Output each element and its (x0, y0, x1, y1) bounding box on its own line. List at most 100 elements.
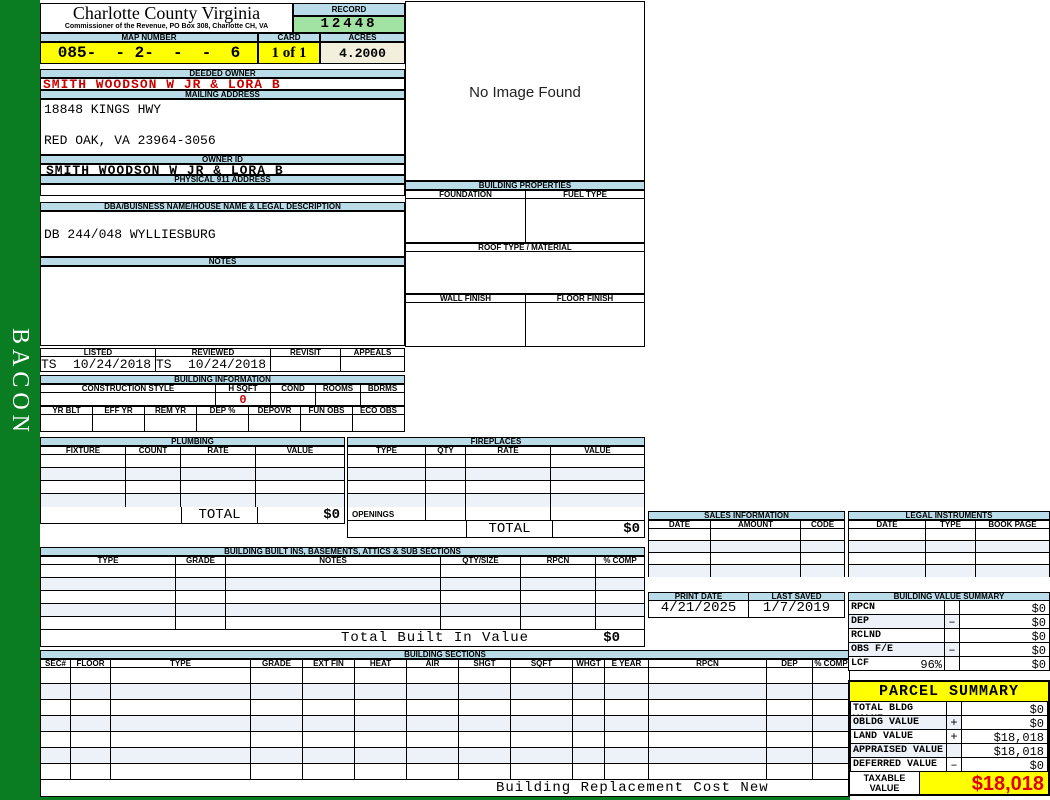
type-label: TYPE (348, 447, 426, 454)
remyr-label: REM YR (145, 407, 197, 414)
foundation-fuel-headers: FOUNDATION FUEL TYPE (405, 190, 645, 199)
bdrms-label: BDRMS (367, 385, 398, 392)
activity-values: TS 10/24/2018 TS 10/24/2018 (40, 357, 405, 372)
fireplaces-total-label: TOTAL (466, 521, 553, 537)
replacement-cost-label: Building Replacement Cost New (496, 780, 769, 796)
yrblt-label: YR BLT (41, 407, 93, 414)
sales-headers: DATE AMOUNT CODE (648, 520, 845, 529)
building-info-values-1: 0 (40, 393, 405, 406)
amount-label: AMOUNT (711, 521, 801, 528)
sales-row (649, 565, 844, 577)
mailing-address-box: 18848 KINGS HWY RED OAK, VA 23964-3056 (40, 99, 405, 155)
building-info-values-2 (40, 415, 405, 432)
count-label: COUNT (126, 447, 181, 454)
wall-finish-value (406, 303, 526, 346)
depovr-label: DEPOVR (249, 407, 301, 414)
floor-finish-label: FLOOR FINISH (556, 295, 614, 302)
legal-row (849, 541, 1049, 553)
fuel-type-label: FUEL TYPE (563, 191, 607, 198)
owner-id-value: SMITH WOODSON W JR & LORA B (40, 164, 405, 177)
built-ins-row (41, 604, 644, 617)
acres-label: ACRES (320, 33, 405, 42)
print-date-value: 4/21/2025 (649, 601, 749, 617)
sec-label: SEC# (41, 660, 71, 667)
legal-description-box: DB 244/048 WYLLIESBURG (40, 211, 405, 257)
roof-header: ROOF TYPE / MATERIAL (405, 243, 645, 252)
print-date-label: PRINT DATE (649, 593, 749, 600)
record-label: RECORD (293, 3, 405, 16)
parcel-summary-title: PARCEL SUMMARY (850, 682, 1048, 702)
legal-row (849, 565, 1049, 577)
foundation-label: FOUNDATION (406, 191, 526, 198)
shgt-label: SHGT (459, 660, 511, 667)
plumbing-rows (40, 455, 345, 507)
county-subtitle: Commissioner of the Revenue, PO Box 308,… (64, 23, 269, 30)
ext-fin-label: EXT FIN (303, 660, 355, 667)
revisit-value (271, 357, 341, 371)
activity-headers: LISTED REVIEWED REVISIT APPEALS (40, 348, 405, 357)
notes-label: NOTES (226, 557, 441, 564)
bvs-row-dep: DEP – $0 (848, 615, 1050, 630)
built-ins-total-row: Total Built In Value $0 (40, 630, 645, 647)
rate-label: RATE (466, 447, 551, 454)
heat-label: HEAT (355, 660, 407, 667)
built-ins-total-label: Total Built In Value (341, 630, 530, 646)
building-sections-headers: SEC# FLOOR TYPE GRADE EXT FIN HEAT AIR S… (40, 659, 850, 668)
legal-row (849, 553, 1049, 565)
wall-floor-values (405, 303, 645, 347)
floor-label: FLOOR (71, 660, 111, 667)
parcel-row-appraised: APPRAISED VALUE $18,018 (850, 744, 1048, 759)
parcel-row-obldg: OBLDG VALUE + $0 (850, 716, 1048, 731)
last-saved-label: LAST SAVED (749, 593, 844, 600)
fireplaces-rows (347, 455, 645, 507)
funobs-label: FUN OBS (301, 407, 353, 414)
building-sections-row (41, 764, 849, 780)
bvs-row-obs: OBS F/E – $0 (848, 643, 1050, 658)
rate-label: RATE (181, 447, 256, 454)
openings-label: OPENINGS (348, 507, 426, 520)
notes-box (40, 266, 405, 346)
sales-information-title: SALES INFORMATION (648, 511, 845, 520)
parcel-row-total-bldg: TOTAL BLDG VALUE $0 (850, 702, 1048, 725)
whgt-label: WHGT (573, 660, 605, 667)
district-sidebar: BACON (0, 0, 40, 800)
built-ins-row (41, 617, 644, 630)
building-value-summary: RPCN $0 DEP – $0 RCLND $0 OBS F/E – $0 L… (848, 601, 1050, 672)
qty-label: QTY (426, 447, 466, 454)
building-sections-row (41, 732, 849, 748)
no-image-text: No Image Found (469, 84, 581, 101)
parcel-summary: PARCEL SUMMARY TOTAL BLDG VALUE $0 OBLDG… (848, 680, 1050, 796)
plumbing-total-value: $0 (323, 507, 340, 523)
plumbing-total-row: TOTAL $0 (40, 507, 345, 524)
qty-size-label: QTY/SIZE (441, 557, 521, 564)
bdrms-value (361, 393, 404, 405)
image-panel: No Image Found (405, 1, 645, 181)
type-label: TYPE (41, 557, 176, 564)
floor-finish-value (526, 303, 644, 346)
last-saved-value: 1/7/2019 (762, 601, 831, 616)
roof-label: ROOF TYPE / MATERIAL (478, 244, 572, 251)
plumbing-title: PLUMBING (40, 437, 345, 446)
cond-value (271, 393, 316, 405)
plumbing-headers: FIXTURE COUNT RATE VALUE (40, 446, 345, 455)
fireplaces-row (348, 494, 644, 507)
hsqft-label: H SQFT (216, 385, 271, 392)
acres-value: 4.2000 (320, 42, 405, 64)
building-sections-row (41, 700, 849, 716)
building-sections-rows (40, 668, 850, 780)
roof-value (405, 252, 645, 294)
construction-style-label: CONSTRUCTION STYLE (41, 385, 216, 392)
bvs-row-lcf: LCF 96% $0 (848, 657, 1050, 672)
dep-label: DEP (767, 660, 813, 667)
county-header: Charlotte County Virginia Commissioner o… (40, 3, 293, 33)
fuel-type-value (526, 199, 644, 242)
grade-label: GRADE (176, 557, 226, 564)
construction-style-value (41, 393, 216, 405)
card-value: 1 of 1 (258, 42, 320, 64)
card-label: CARD (258, 33, 320, 42)
plumbing-row (41, 468, 344, 481)
grade-label: GRADE (251, 660, 303, 667)
building-sections-footer: Building Replacement Cost New (40, 780, 850, 797)
revisit-label: REVISIT (271, 349, 341, 356)
value-label: VALUE (584, 447, 611, 454)
